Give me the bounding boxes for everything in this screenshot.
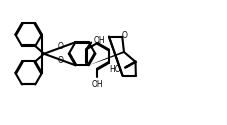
Text: OH: OH <box>94 36 105 45</box>
Polygon shape <box>89 51 124 65</box>
Text: O: O <box>122 31 128 40</box>
Text: O: O <box>57 56 63 65</box>
Text: OH: OH <box>92 80 103 89</box>
Text: HO: HO <box>109 65 121 74</box>
Text: O: O <box>57 42 63 51</box>
